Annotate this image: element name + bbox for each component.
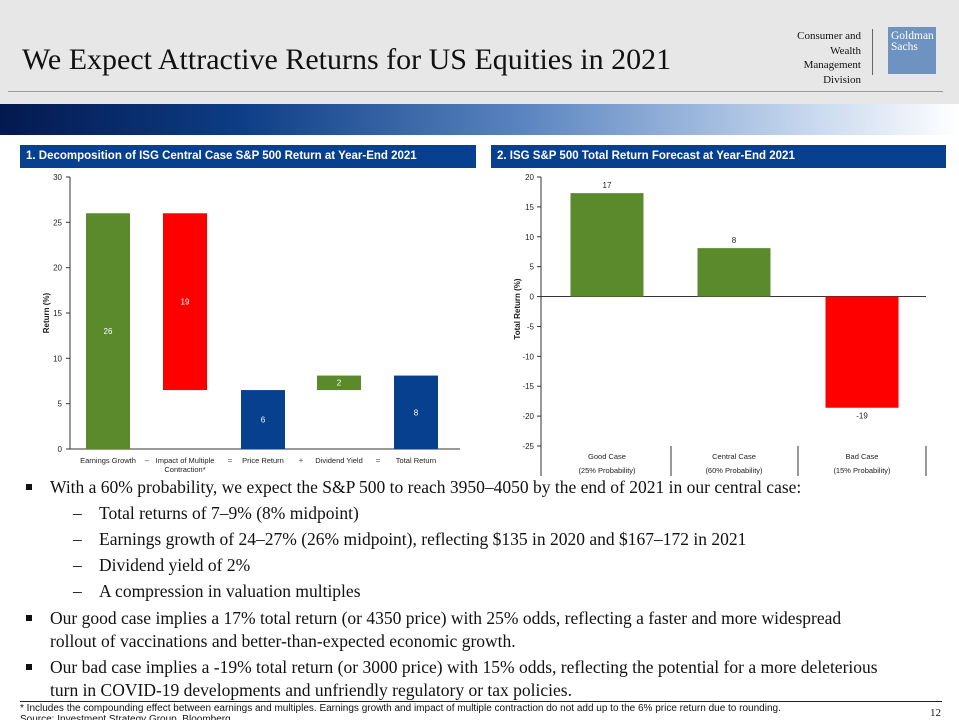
x-tick-label: Total Return xyxy=(396,456,436,465)
logo-line: Goldman xyxy=(891,30,934,42)
bar xyxy=(86,213,130,449)
x-tick-label: Bad Case xyxy=(846,452,879,461)
footnote: * Includes the compounding effect betwee… xyxy=(20,703,781,714)
x-tick-label: Dividend Yield xyxy=(315,456,363,465)
bar xyxy=(163,213,207,391)
y-tick-label: -5 xyxy=(527,322,535,331)
y-tick-label: -25 xyxy=(522,442,534,451)
dash-marker: – xyxy=(73,581,82,601)
y-tick-label: 10 xyxy=(53,354,62,363)
y-axis-title: Total Return (%) xyxy=(513,278,522,340)
bar xyxy=(570,193,644,297)
dash-marker: – xyxy=(73,555,82,575)
y-tick-label: 20 xyxy=(53,264,62,273)
data-label: 2 xyxy=(337,379,342,388)
bullet-text: A compression in valuation multiples xyxy=(99,581,361,601)
operator-symbol: = xyxy=(376,456,381,465)
division-line: Wealth xyxy=(830,44,861,57)
division-line: Consumer and xyxy=(797,30,861,42)
operator-symbol: = xyxy=(228,456,233,465)
bar xyxy=(317,375,361,391)
x-tick-sublabel: (60% Probability) xyxy=(705,466,763,475)
waterfall-chart: 0 5 10 15 20 25 30 Return (%) 26 19 6 2 8 Earnings Gr… xyxy=(42,173,460,474)
bar xyxy=(697,248,771,297)
bullet-marker xyxy=(26,615,32,621)
bullet-text: rollout of vaccinations and better-than-… xyxy=(50,631,516,651)
y-tick-label: -10 xyxy=(522,352,534,361)
y-tick-label: 0 xyxy=(530,293,535,302)
y-tick-label: 15 xyxy=(53,309,62,318)
bullet-item: Our bad case implies a -19% total return… xyxy=(26,656,878,679)
data-label: 8 xyxy=(414,408,419,417)
bullet-text: Dividend yield of 2% xyxy=(99,555,251,575)
logo-line: Sachs xyxy=(891,41,918,53)
y-tick-label: -20 xyxy=(522,412,534,421)
source-note: Source: Investment Strategy Group, Bloom… xyxy=(20,714,234,720)
bullet-text: With a 60% probability, we expect the S&… xyxy=(50,477,802,497)
x-tick-sublabel: (15% Probability) xyxy=(833,466,891,475)
operator-symbol: – xyxy=(145,456,150,465)
y-tick-label: 30 xyxy=(53,173,62,182)
bullet-text: Our good case implies a 17% total return… xyxy=(50,608,842,628)
x-tick-label: Earnings Growth xyxy=(80,456,136,465)
bullet-text: turn in COVID-19 developments and unfrie… xyxy=(50,680,572,700)
data-label: -19 xyxy=(856,412,868,421)
header-divider xyxy=(8,91,943,92)
y-tick-label: -15 xyxy=(522,382,534,391)
page-number: 12 xyxy=(930,707,941,719)
goldman-sachs-logo: Goldman Sachs xyxy=(888,27,936,74)
data-label: 6 xyxy=(261,416,266,425)
logo-separator xyxy=(872,29,873,75)
dash-marker: – xyxy=(73,529,82,549)
dash-marker: – xyxy=(73,503,82,523)
sub-bullet-item: – Total returns of 7–9% (8% midpoint) xyxy=(73,502,359,525)
bullet-continuation: turn in COVID-19 developments and unfrie… xyxy=(50,679,572,702)
bar xyxy=(825,296,899,408)
operator-symbol: + xyxy=(299,456,304,465)
y-tick-label: 20 xyxy=(525,173,534,182)
sub-bullet-item: – A compression in valuation multiples xyxy=(73,580,361,603)
x-tick-label: Good Case xyxy=(588,452,626,461)
data-label: 19 xyxy=(181,298,190,307)
decorative-band xyxy=(0,104,959,135)
x-tick-label: Impact of Multiple xyxy=(156,456,215,465)
sub-bullet-item: – Earnings growth of 24–27% (26% midpoint… xyxy=(73,528,747,551)
bullet-marker xyxy=(26,664,32,670)
x-tick-label: Contraction* xyxy=(164,465,205,474)
bar xyxy=(394,375,438,449)
y-tick-label: 15 xyxy=(525,203,534,212)
bullet-marker xyxy=(26,484,32,490)
page-title: We Expect Attractive Returns for US Equi… xyxy=(22,43,672,76)
x-tick-label: Central Case xyxy=(712,452,756,461)
bar xyxy=(241,390,285,449)
y-tick-label: 0 xyxy=(58,445,63,454)
bullet-text: Our bad case implies a -19% total return… xyxy=(50,657,878,677)
sub-bullet-item: – Dividend yield of 2% xyxy=(73,554,251,577)
bullet-item: Our good case implies a 17% total return… xyxy=(26,607,842,630)
y-tick-label: 25 xyxy=(53,218,62,227)
data-label: 26 xyxy=(104,327,113,336)
footnote-divider xyxy=(20,701,942,702)
chart2-title: 2. ISG S&P 500 Total Return Forecast at … xyxy=(491,145,946,168)
bullet-continuation: rollout of vaccinations and better-than-… xyxy=(50,630,516,653)
y-axis-title: Return (%) xyxy=(42,292,51,333)
division-name: Consumer and Wealth Management Division xyxy=(771,29,861,87)
division-line: Management xyxy=(803,59,861,71)
y-tick-label: 5 xyxy=(530,263,535,272)
data-label: 17 xyxy=(603,181,612,190)
x-tick-sublabel: (25% Probability) xyxy=(578,466,636,475)
x-tick-label: Price Return xyxy=(242,456,284,465)
y-tick-label: 10 xyxy=(525,233,534,242)
bullet-text: Total returns of 7–9% (8% midpoint) xyxy=(99,503,359,523)
chart1-title: 1. Decomposition of ISG Central Case S&P… xyxy=(20,145,476,168)
division-line: Division xyxy=(823,73,861,86)
bullet-item: With a 60% probability, we expect the S&… xyxy=(26,476,802,499)
scenario-chart: 20 15 10 5 0 -5 -10 -15 -20 -25 Total Return (%) 17… xyxy=(513,173,927,476)
header-bar: We Expect Attractive Returns for US Equi… xyxy=(0,0,959,104)
y-tick-label: 5 xyxy=(58,400,63,409)
data-label: 8 xyxy=(732,236,737,245)
bullet-text: Earnings growth of 24–27% (26% midpoint)… xyxy=(99,529,747,549)
